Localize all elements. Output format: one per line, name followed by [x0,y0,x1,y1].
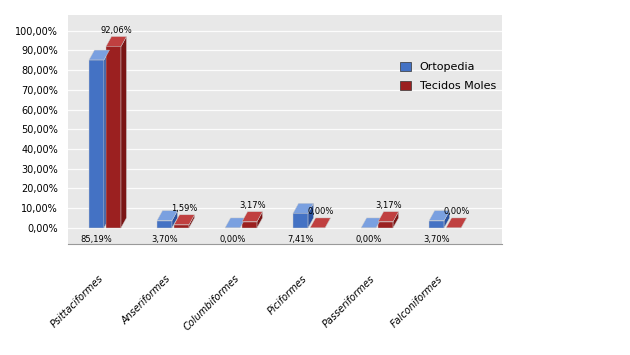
Polygon shape [106,37,127,47]
Polygon shape [446,218,467,228]
Legend: Ortopedia, Tecidos Moles: Ortopedia, Tecidos Moles [400,62,496,92]
Text: 0,00%: 0,00% [443,207,469,216]
Polygon shape [308,203,314,228]
Polygon shape [325,218,331,228]
Text: 3,17%: 3,17% [375,201,402,210]
Polygon shape [189,215,195,228]
Text: 3,70%: 3,70% [151,235,178,244]
Polygon shape [461,218,467,228]
Text: 0,00%: 0,00% [219,235,246,244]
Polygon shape [361,218,382,228]
Polygon shape [257,212,263,228]
Polygon shape [89,60,104,228]
Polygon shape [104,50,110,228]
Polygon shape [310,218,331,228]
Polygon shape [378,212,399,222]
Text: 92,06%: 92,06% [100,26,132,34]
Polygon shape [444,211,450,228]
Polygon shape [376,218,382,228]
Text: 3,17%: 3,17% [239,201,266,210]
Polygon shape [429,211,450,220]
Polygon shape [157,211,178,220]
Polygon shape [225,218,246,228]
Polygon shape [293,213,308,228]
Text: 3,70%: 3,70% [423,235,450,244]
Polygon shape [242,222,257,228]
Polygon shape [293,203,314,213]
Polygon shape [242,212,263,222]
Polygon shape [89,50,110,60]
Polygon shape [240,218,246,228]
Text: 85,19%: 85,19% [81,235,112,244]
Polygon shape [157,220,172,228]
Polygon shape [378,222,393,228]
Polygon shape [174,225,189,228]
Polygon shape [106,47,121,228]
Polygon shape [174,215,195,225]
Text: 0,00%: 0,00% [355,235,382,244]
Polygon shape [393,212,399,228]
Polygon shape [172,211,178,228]
Text: 1,59%: 1,59% [171,204,197,213]
Polygon shape [429,220,444,228]
Text: 0,00%: 0,00% [307,207,333,216]
Polygon shape [121,37,127,228]
Text: 7,41%: 7,41% [287,235,314,244]
